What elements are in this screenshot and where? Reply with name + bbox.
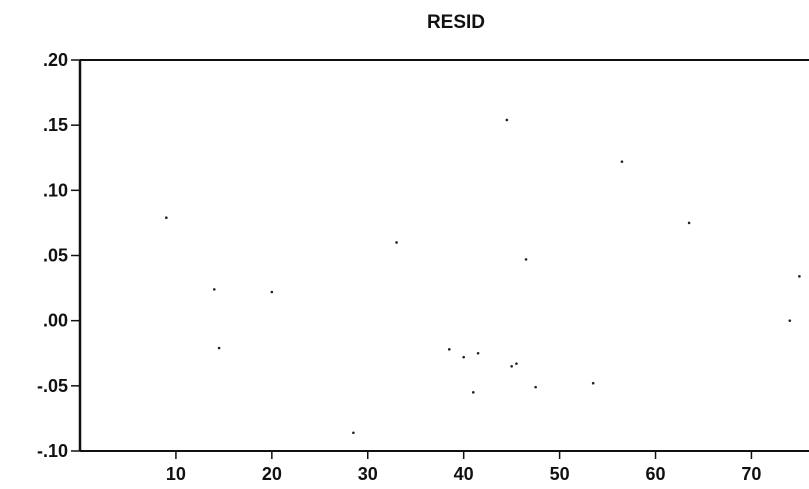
data-point xyxy=(510,364,513,368)
data-point xyxy=(798,275,801,278)
y-tick-label: .05 xyxy=(43,246,68,266)
data-point xyxy=(212,288,216,291)
data-point xyxy=(620,160,624,163)
data-point xyxy=(471,391,475,394)
data-point xyxy=(534,385,537,389)
x-tick-label: 60 xyxy=(646,464,666,484)
data-point xyxy=(217,346,221,350)
y-tick-label: -.10 xyxy=(37,441,68,461)
data-point xyxy=(270,290,274,294)
data-point xyxy=(395,241,398,244)
x-axis: 10 20 30 40 50 60 70 xyxy=(166,451,761,484)
data-point xyxy=(687,221,691,225)
y-tick-label: .00 xyxy=(43,311,68,331)
x-tick-label: 10 xyxy=(166,464,186,484)
y-tick-label: -.05 xyxy=(37,376,68,396)
x-tick-label: 50 xyxy=(550,464,570,484)
x-tick-label: 70 xyxy=(741,464,761,484)
data-point xyxy=(524,258,528,261)
y-tick-label: .15 xyxy=(43,115,68,135)
x-tick-label: 20 xyxy=(262,464,282,484)
y-tick-label: .20 xyxy=(43,50,68,70)
data-point xyxy=(505,118,509,122)
data-point xyxy=(515,362,518,365)
x-tick-label: 30 xyxy=(358,464,378,484)
data-points xyxy=(165,118,801,435)
y-axis: .20 .15 .10 .05 .00 -.05 -.10 xyxy=(37,50,80,461)
data-point xyxy=(447,348,451,351)
data-point xyxy=(462,355,465,359)
data-point xyxy=(788,319,792,322)
y-tick-label: .10 xyxy=(43,180,68,200)
data-point xyxy=(352,431,355,435)
data-point xyxy=(165,216,168,220)
data-point xyxy=(591,381,595,385)
chart-title: RESID xyxy=(427,12,485,33)
plot-frame xyxy=(78,59,809,452)
x-tick-label: 40 xyxy=(454,464,474,484)
data-point xyxy=(476,351,480,355)
